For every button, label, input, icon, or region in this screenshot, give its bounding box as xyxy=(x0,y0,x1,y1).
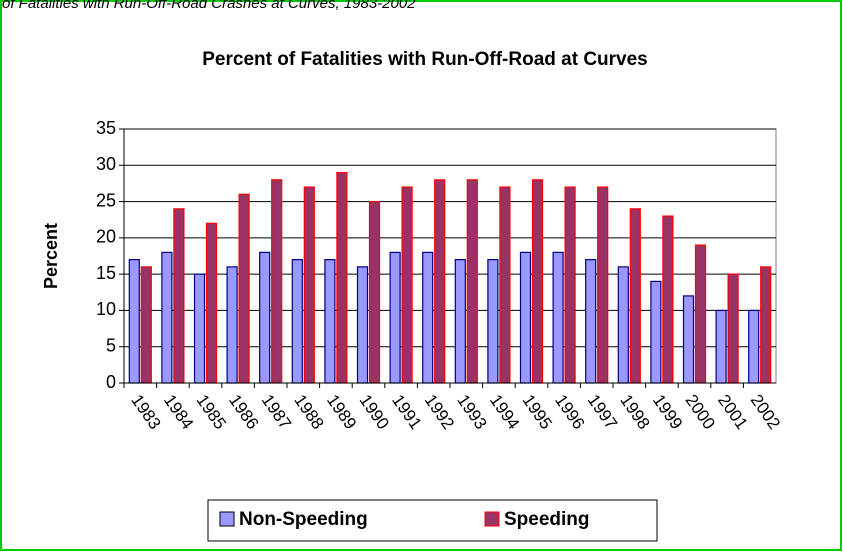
bar xyxy=(662,215,674,384)
bar xyxy=(140,266,152,384)
x-tick-label: 1987 xyxy=(258,391,295,433)
bar xyxy=(291,259,303,384)
x-tick-label: 1986 xyxy=(225,391,262,433)
bar xyxy=(694,244,707,384)
bar xyxy=(466,179,478,384)
y-tick-label: 0 xyxy=(106,372,116,392)
x-tick-label: 1999 xyxy=(649,391,686,433)
x-tick-label: 1988 xyxy=(290,391,327,433)
x-tick-label: 1985 xyxy=(193,391,230,433)
y-tick-label: 5 xyxy=(106,335,116,355)
bar xyxy=(336,171,348,384)
bar xyxy=(161,251,173,384)
bar xyxy=(499,186,511,384)
bar xyxy=(552,251,564,384)
bar xyxy=(531,179,544,384)
bar xyxy=(205,222,218,384)
legend-swatch xyxy=(484,511,500,527)
legend-swatch xyxy=(219,511,235,527)
legend-label: Speeding xyxy=(504,509,590,530)
chart-title: Percent of Fatalities with Run-Off-Road … xyxy=(202,49,648,70)
x-tick-label: 2001 xyxy=(714,391,751,433)
legend-box xyxy=(207,499,658,542)
bar xyxy=(259,251,271,384)
x-tick-label: 1983 xyxy=(127,391,164,433)
x-tick-label: 1984 xyxy=(160,391,197,433)
bar xyxy=(760,266,772,384)
bar xyxy=(193,273,206,384)
legend-label: Non-Speeding xyxy=(239,509,368,530)
bar xyxy=(597,186,609,384)
bar xyxy=(519,251,532,384)
bar xyxy=(368,200,381,384)
bar xyxy=(585,259,597,384)
bar xyxy=(389,251,401,384)
y-tick-label: 30 xyxy=(96,154,116,174)
bar xyxy=(434,179,446,384)
x-tick-label: 1996 xyxy=(551,391,588,433)
bar xyxy=(303,186,315,384)
y-tick-label: 10 xyxy=(96,299,116,319)
caption: of Fatalities with Run-Off-Road Crashes … xyxy=(2,0,416,12)
bar xyxy=(128,259,140,384)
bar xyxy=(356,266,369,384)
bar xyxy=(487,259,499,384)
bar xyxy=(401,186,413,384)
bar xyxy=(173,208,185,384)
x-tick-label: 2002 xyxy=(747,391,784,433)
bar xyxy=(226,266,238,384)
x-tick-label: 1989 xyxy=(323,391,360,433)
x-tick-label: 1993 xyxy=(453,391,490,433)
y-tick-label: 35 xyxy=(96,118,116,138)
y-axis-label: Percent xyxy=(41,223,61,289)
x-tick-label: 1997 xyxy=(584,391,621,433)
bar xyxy=(629,208,641,384)
bar xyxy=(324,259,336,384)
bar xyxy=(650,280,662,384)
x-tick-label: 2000 xyxy=(682,391,719,433)
x-tick-label: 1998 xyxy=(616,391,653,433)
bar xyxy=(715,309,727,384)
x-tick-label: 1995 xyxy=(519,391,556,433)
x-tick-label: 1992 xyxy=(421,391,458,433)
x-tick-label: 1991 xyxy=(388,391,425,433)
bar xyxy=(564,186,576,384)
x-tick-label: 1990 xyxy=(356,391,393,433)
bar xyxy=(271,179,283,384)
bar xyxy=(748,309,760,384)
plot-area xyxy=(123,128,777,384)
y-tick-label: 20 xyxy=(96,227,116,247)
legend: Non-Speeding Speeding xyxy=(207,499,658,542)
bar xyxy=(422,251,434,384)
bar xyxy=(454,259,466,384)
x-tick-label: 1994 xyxy=(486,391,523,433)
y-tick-label: 15 xyxy=(96,263,116,283)
bar xyxy=(727,273,739,384)
bar xyxy=(617,266,629,384)
y-tick-label: 25 xyxy=(96,190,116,210)
bar xyxy=(682,295,695,384)
bar xyxy=(238,193,250,384)
